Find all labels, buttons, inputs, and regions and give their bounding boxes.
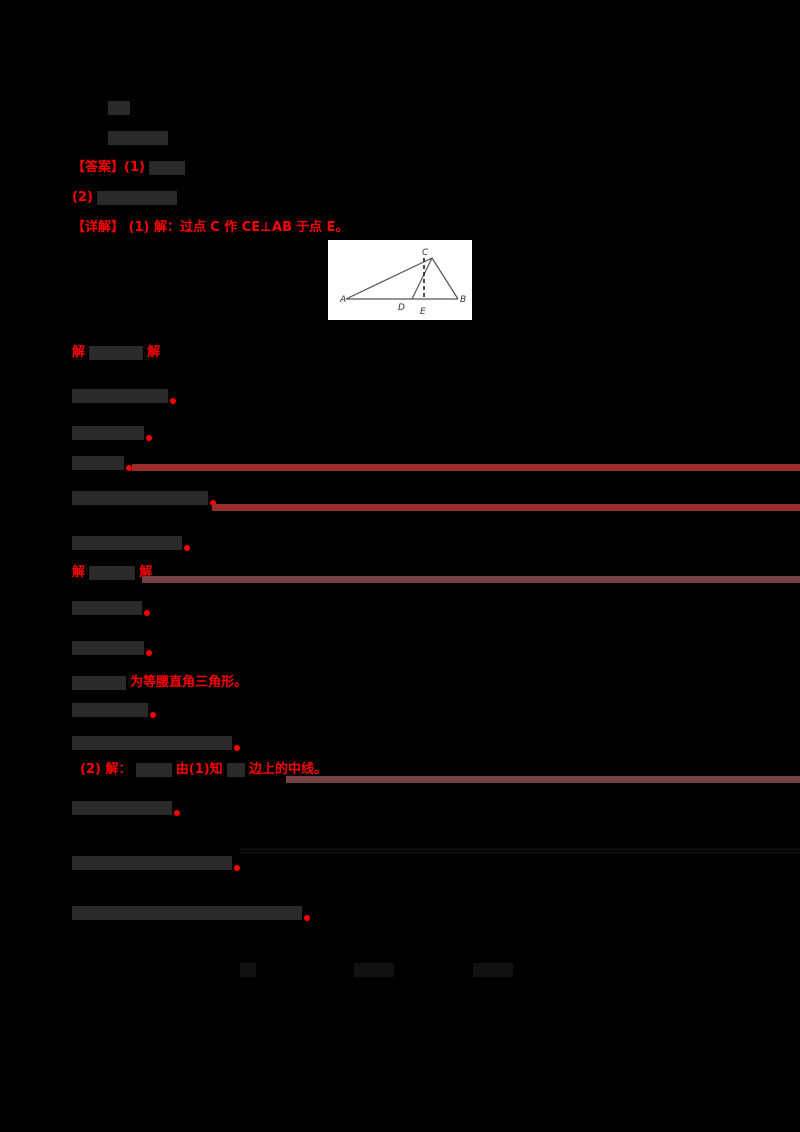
part2-end: 边上的中线。: [248, 762, 327, 777]
label-b: B: [460, 295, 466, 305]
part2-line: (2) 解： 由(1)知 边上的中线。: [80, 762, 327, 778]
faint-rule: [240, 848, 800, 854]
highlight-rule-2: [212, 504, 800, 511]
part2-mid: 由(1)知: [175, 762, 223, 777]
detail-line: 【详解】 (1) 解：过点 C 作 CE⊥AB 于点 E。: [72, 220, 349, 236]
formula-line-2: [72, 425, 152, 441]
label-a: A: [339, 295, 346, 305]
answer-label: 【答案】(1): [72, 160, 145, 175]
triangle-diagram: A B C D E: [339, 248, 466, 317]
formula-line-11: [72, 855, 240, 871]
label-e: E: [420, 307, 426, 317]
highlight-rule-1: [132, 464, 800, 471]
solve-line-2: 解 解: [72, 565, 152, 581]
detail-mid: C 作 CE⊥AB: [210, 220, 292, 235]
formula-line-1: [72, 388, 176, 404]
highlight-rule-3: [142, 576, 800, 583]
formula-line-5: [72, 535, 190, 551]
formula-line-9: [72, 735, 240, 751]
formula-line-4: [72, 490, 216, 506]
formula-line-3: [72, 455, 132, 471]
part2-answer-line: (2): [72, 190, 178, 206]
solve-marker-2: 解: [147, 345, 161, 360]
triangle-note: 为等腰直角三角形。: [130, 675, 248, 690]
label-c: C: [422, 248, 429, 258]
detail-label: 【详解】 (1) 解：过点: [72, 220, 206, 235]
solve-marker: 解: [72, 345, 86, 360]
solve-marker-3: 解: [72, 565, 86, 580]
text-line-1: [108, 100, 130, 116]
formula-line-10: [72, 800, 180, 816]
part2-label: (2) 解：: [80, 762, 132, 777]
highlight-rule-4: [286, 776, 800, 783]
answer-line: 【答案】(1): [72, 160, 186, 176]
triangle-note-line: 为等腰直角三角形。: [72, 675, 247, 691]
detail-end: 于点 E。: [296, 220, 349, 235]
triangle-figure: A B C D E: [328, 240, 472, 320]
formula-line-8: [72, 702, 156, 718]
formula-line-6: [72, 600, 150, 616]
formula-line-12: [72, 905, 310, 921]
label-d: D: [398, 303, 405, 313]
formula-line-7: [72, 640, 152, 656]
part2-marker: (2): [72, 190, 93, 205]
footer-line: [240, 962, 513, 978]
text-line-2: [108, 130, 168, 146]
solve-line-1: 解 解: [72, 345, 160, 361]
